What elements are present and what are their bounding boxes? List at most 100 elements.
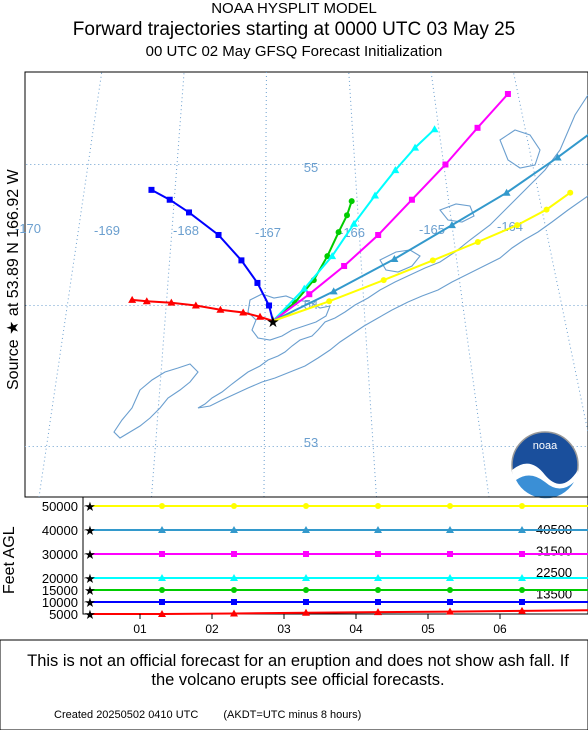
created-timestamp: Created 20250502 0410 UTC [54,709,199,721]
source-location-label: Source ★ at 53.89 N 166.92 W [5,169,22,390]
height-right-label: 13500 [536,587,572,602]
height-trajectory-point [231,599,237,605]
height-panel-frame [82,496,588,615]
trajectory-point [306,291,313,298]
trajectory-point [391,166,400,174]
height-trajectory-point [159,503,165,509]
longitude-label: -169 [94,223,120,238]
trajectory-point [502,188,511,196]
trajectory-point [375,231,382,238]
height-trajectory-point [447,599,453,605]
height-trajectory-point [518,526,526,533]
longitude-line [38,72,103,497]
height-trajectory-point [302,526,310,533]
start-star-icon: ★ [84,523,96,538]
trajectory-point [341,263,348,270]
trajectory-point [186,209,193,216]
height-axis-label: Feet AGL [1,526,18,594]
time-tick-label: 06 [493,622,507,636]
trajectory-point [430,125,439,133]
trajectory-line [272,133,588,322]
trajectory-point [348,198,355,205]
trajectory-point [474,124,481,131]
source-star-icon: ★ [266,314,279,331]
longitude-label: -167 [255,225,281,240]
coast-segment [499,129,541,169]
height-trajectory-point [519,503,525,509]
height-trajectory-point [519,551,525,557]
map-graticule [25,72,588,497]
trajectory-point [239,308,248,316]
trajectory-point [328,252,337,260]
height-tick-label: 40000 [42,523,78,538]
longitude-line [348,72,377,497]
time-tick-label: 05 [421,622,435,636]
trajectory-point [408,196,415,203]
trajectory-point [329,287,338,295]
height-trajectory-point [447,551,453,557]
height-trajectory-point [446,526,454,533]
longitude-label: -165 [419,222,445,237]
trajectory-point [349,219,358,227]
longitude-label: -170 [15,221,41,236]
height-trajectory-point [375,551,381,557]
trajectory-title: Forward trajectories starting at 0000 UT… [72,19,516,40]
coastline [113,94,588,439]
start-star-icon: ★ [84,547,96,562]
start-star-icon: ★ [84,571,96,586]
model-title: NOAA HYSPLIT MODEL [211,0,377,17]
trajectory-point [344,212,350,219]
height-trajectory-point [303,587,309,593]
trajectory-point [128,295,137,303]
time-tick-label: 04 [349,622,363,636]
height-trajectory-point [159,587,165,593]
height-trajectory-point [158,526,166,533]
noaa-logo-icon: noaa [511,431,579,503]
height-trajectory-point [375,599,381,605]
height-trajectory-point [302,574,310,581]
height-trajectory-point [158,574,166,581]
trajectory-point [514,222,521,229]
height-trajectory-point [230,526,238,533]
height-trajectory-point [231,551,237,557]
coast-segment [113,363,199,439]
height-trajectory-point [374,526,382,533]
start-star-icon: ★ [84,607,96,622]
height-trajectory-point [159,599,165,605]
height-tick-label: 10000 [42,595,78,610]
height-trajectory-point [446,607,454,615]
trajectory-point [166,196,173,203]
trajectory-point [256,312,265,320]
trajectory-line [151,189,274,322]
start-star-icon: ★ [84,595,96,610]
height-trajectory-point [447,587,453,593]
trajectory-point [266,302,273,309]
time-tick-label: 03 [277,622,291,636]
height-tick-label: 50000 [42,499,78,514]
start-star-icon: ★ [84,499,96,514]
trajectory-point [474,239,481,246]
trajectory-point [553,153,562,161]
height-trajectory-point [375,503,381,509]
trajectory-point [300,284,309,292]
trajectory-point [167,298,176,306]
height-tick-label: 15000 [42,583,78,598]
time-tick-label: 01 [133,622,147,636]
height-trajectory-point [447,503,453,509]
created-line: Created 20250502 0410 UTC (AKDT=UTC minu… [54,709,383,721]
trajectory-point [326,298,333,305]
trajectory-line [132,298,274,322]
height-trajectory-point [230,609,238,617]
trajectory-point [324,253,331,260]
latitude-label: 53 [304,435,318,450]
coast-segment [439,203,475,223]
timezone-note: (AKDT=UTC minus 8 hours) [223,709,362,721]
height-trajectory-point [158,610,166,617]
height-trajectory-point [446,574,454,581]
trajectory-point [442,161,449,168]
height-trajectory-point [518,606,526,614]
trajectory-point [238,257,245,264]
height-trajectory-point [230,574,238,581]
